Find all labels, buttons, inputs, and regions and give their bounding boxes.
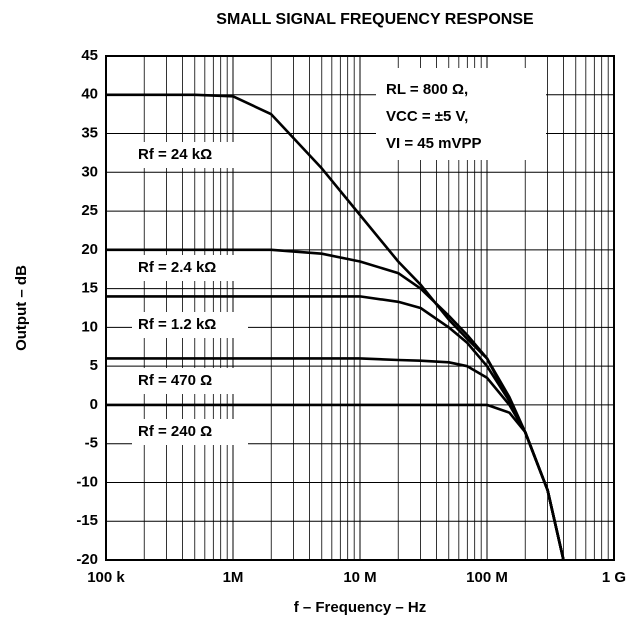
annotation: RL = 800 Ω,: [386, 81, 468, 98]
x-tick-label: 1M: [223, 569, 244, 586]
y-tick-label: 5: [90, 357, 98, 374]
x-axis-label: f – Frequency – Hz: [294, 599, 427, 616]
y-tick-label: -20: [76, 551, 98, 568]
y-axis-label: Output – dB: [13, 265, 30, 351]
annotation: VI = 45 mVPP: [386, 135, 481, 152]
y-tick-label: 20: [81, 241, 98, 258]
y-tick-label: 0: [90, 396, 98, 413]
series-label: Rf = 240 Ω: [138, 423, 212, 440]
annotation: VCC = ±5 V,: [386, 108, 468, 125]
series-label-box: [132, 312, 248, 338]
series-label: Rf = 2.4 kΩ: [138, 259, 216, 276]
series-label-box: [132, 255, 248, 281]
series-label: Rf = 1.2 kΩ: [138, 316, 216, 333]
y-tick-label: -5: [85, 435, 98, 452]
y-tick-label: 40: [81, 86, 98, 103]
series-label-box: [132, 368, 248, 394]
y-tick-label: -15: [76, 512, 98, 529]
y-tick-label: 30: [81, 163, 98, 180]
plot-frame: [105, 55, 615, 561]
chart-title: SMALL SIGNAL FREQUENCY RESPONSE: [216, 11, 534, 28]
y-tick-label: 10: [81, 318, 98, 335]
line-series: [106, 403, 565, 561]
series-label-box: [132, 142, 248, 168]
y-tick-label: 15: [81, 280, 98, 297]
y-tick-label: 35: [81, 125, 98, 142]
x-tick-label: 10 M: [343, 569, 376, 586]
x-tick-label: 100 k: [87, 569, 125, 586]
series-label: Rf = 24 kΩ: [138, 146, 212, 163]
annotation-box: [376, 68, 546, 160]
y-tick-label: -10: [76, 473, 98, 490]
x-tick-label: 100 M: [466, 569, 508, 586]
y-tick-label: 25: [81, 202, 98, 219]
series-label-box: [132, 419, 248, 445]
series-label: Rf = 470 Ω: [138, 372, 212, 389]
line-series: [106, 357, 565, 561]
x-tick-label: 1 G: [602, 569, 626, 586]
y-tick-label: 45: [81, 47, 98, 64]
